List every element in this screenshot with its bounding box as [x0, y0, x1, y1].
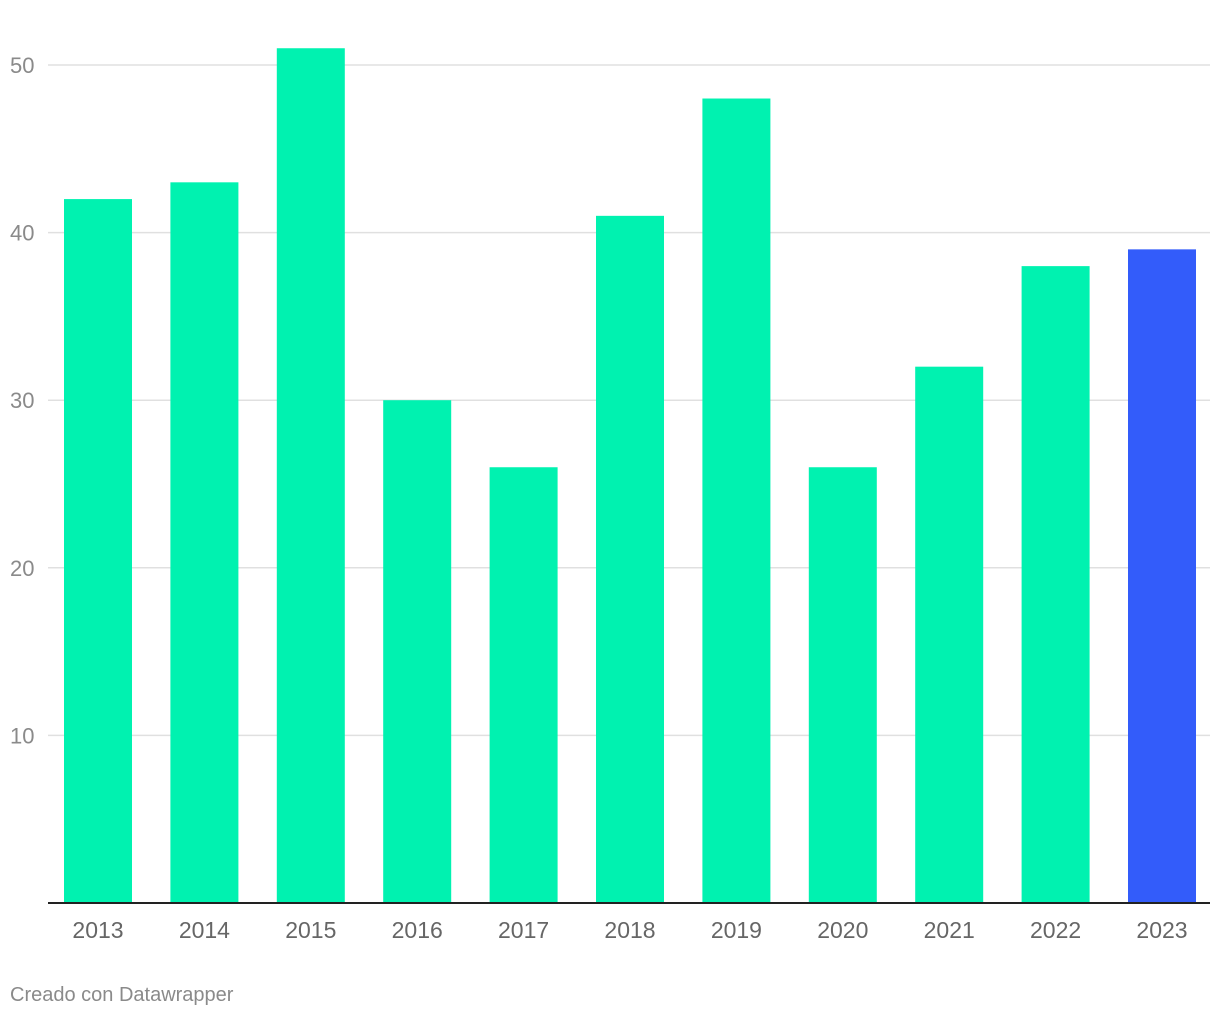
y-axis-ticks: 10 20 30 40 50 [10, 53, 34, 748]
x-tick-label-2015: 2015 [285, 917, 336, 943]
y-tick-label-30: 30 [10, 388, 34, 413]
bar-2016 [383, 400, 452, 903]
bar-2023 [1128, 249, 1196, 904]
bar-2014 [170, 182, 239, 903]
x-tick-label-2014: 2014 [179, 917, 230, 943]
bars [64, 48, 1196, 904]
x-tick-label-2023: 2023 [1136, 917, 1187, 943]
y-tick-label-40: 40 [10, 221, 34, 246]
bar-2019 [702, 98, 771, 903]
y-tick-label-20: 20 [10, 556, 34, 581]
x-tick-label-2021: 2021 [924, 917, 975, 943]
x-tick-label-2016: 2016 [392, 917, 443, 943]
x-axis-labels: 2013 2014 2015 2016 2017 2018 2019 2020 2021 2022… [72, 917, 1187, 943]
bar-2022 [1021, 266, 1090, 903]
x-tick-label-2022: 2022 [1030, 917, 1081, 943]
bar-2021 [915, 366, 984, 903]
y-tick-label-10: 10 [10, 723, 34, 748]
bar-2015 [276, 48, 345, 904]
bar-2020 [808, 467, 877, 903]
x-tick-label-2017: 2017 [498, 917, 549, 943]
bar-2013 [64, 199, 132, 903]
x-tick-label-2020: 2020 [817, 917, 868, 943]
x-tick-label-2019: 2019 [711, 917, 762, 943]
y-tick-label-50: 50 [10, 53, 34, 78]
x-tick-label-2013: 2013 [72, 917, 123, 943]
x-tick-label-2018: 2018 [604, 917, 655, 943]
credit-text: Creado con Datawrapper [10, 984, 234, 1006]
bar-2018 [596, 215, 664, 904]
bar-2017 [489, 467, 558, 903]
